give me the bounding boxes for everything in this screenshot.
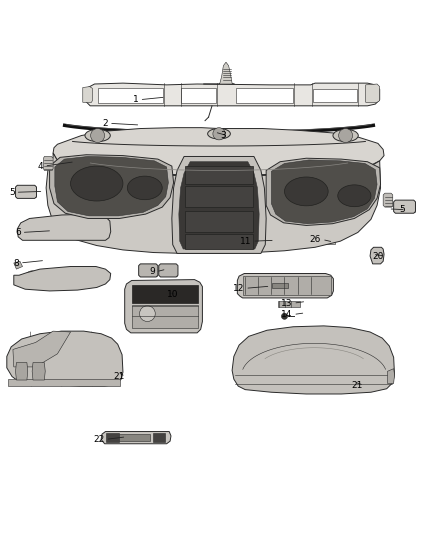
Bar [132,285,198,303]
Bar [185,234,253,249]
Text: 14: 14 [281,310,292,319]
Ellipse shape [338,185,371,207]
Text: 4: 4 [38,161,43,171]
Text: 1: 1 [133,95,139,104]
Circle shape [282,313,288,319]
Bar [244,276,331,295]
Polygon shape [15,185,36,198]
Bar [185,211,253,231]
Bar [278,302,300,306]
Ellipse shape [85,130,110,142]
Polygon shape [203,62,235,84]
Text: 26: 26 [310,235,321,244]
Text: 8: 8 [13,259,19,268]
Circle shape [213,128,225,140]
Bar [270,238,287,246]
Polygon shape [49,155,173,219]
Polygon shape [32,362,45,380]
Bar [318,236,335,244]
Circle shape [339,128,353,142]
Polygon shape [266,158,381,225]
Polygon shape [43,157,53,171]
Polygon shape [13,331,71,367]
Polygon shape [7,331,123,386]
Circle shape [76,220,93,238]
Polygon shape [53,128,384,175]
Text: 5: 5 [9,188,14,197]
Polygon shape [179,161,259,249]
Bar [31,219,57,238]
Bar [152,433,165,442]
Text: 3: 3 [220,131,226,140]
Text: 21: 21 [352,381,363,390]
Ellipse shape [71,166,123,201]
Circle shape [91,128,105,142]
Text: 10: 10 [166,290,178,299]
Ellipse shape [127,176,162,200]
Bar [237,88,293,103]
Polygon shape [14,266,111,291]
Polygon shape [394,200,416,213]
Polygon shape [370,247,384,264]
Polygon shape [272,160,377,224]
Text: 21: 21 [113,372,125,381]
Bar [272,283,288,288]
Polygon shape [17,214,111,240]
Polygon shape [84,83,380,106]
Bar [120,434,150,441]
Bar [99,88,163,103]
Bar [185,186,253,207]
Polygon shape [237,273,333,298]
Bar [181,88,216,103]
Text: 20: 20 [373,252,384,261]
Ellipse shape [208,128,230,139]
Text: 22: 22 [93,435,105,444]
Polygon shape [15,362,28,380]
Polygon shape [46,153,381,253]
Bar [185,166,253,183]
Polygon shape [125,280,202,333]
Text: 9: 9 [149,267,155,276]
Text: 2: 2 [102,119,108,128]
Polygon shape [55,157,168,216]
Bar [8,379,120,386]
Text: 5: 5 [399,205,405,214]
Bar [313,89,357,102]
Polygon shape [83,87,92,102]
Polygon shape [172,157,266,253]
Polygon shape [388,369,395,384]
Polygon shape [101,432,171,444]
Polygon shape [159,264,178,277]
Bar [132,305,198,328]
Text: 11: 11 [240,237,251,246]
Text: 12: 12 [233,284,244,293]
Text: 6: 6 [15,228,21,237]
Bar [106,433,119,442]
Ellipse shape [333,130,358,142]
Ellipse shape [285,177,328,206]
Polygon shape [366,84,380,102]
Polygon shape [232,326,395,394]
Polygon shape [14,261,22,269]
Circle shape [140,306,155,321]
Text: 13: 13 [281,298,292,308]
Circle shape [25,271,39,285]
Polygon shape [139,264,158,277]
Polygon shape [383,193,393,207]
